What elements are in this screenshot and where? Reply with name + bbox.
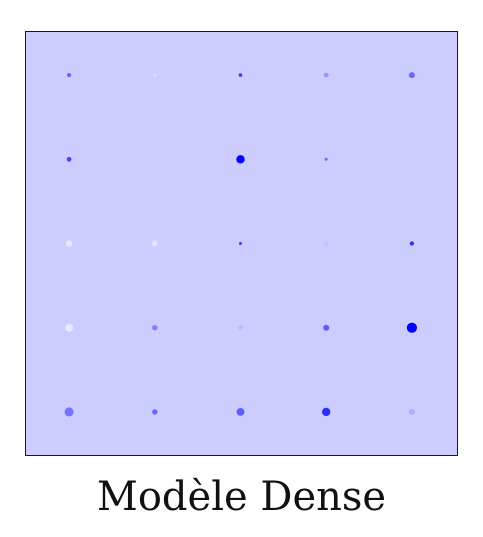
dot-r1-c2	[153, 73, 157, 77]
dot-r3-c1	[65, 240, 73, 247]
dot-r1-c3	[238, 73, 243, 77]
dot-r4-c3	[238, 325, 243, 331]
dot-r1-c5	[408, 72, 415, 79]
dot-r3-c3	[238, 241, 243, 246]
dot-r3-c5	[409, 241, 415, 246]
dot-r2-c4	[324, 157, 328, 161]
model-panel	[25, 31, 458, 456]
dot-r4-c1	[65, 323, 74, 332]
dot-r5-c5	[408, 408, 415, 415]
dot-r3-c4	[323, 240, 329, 247]
dot-r5-c2	[152, 409, 158, 415]
model-caption: Modèle Dense	[96, 474, 387, 520]
dot-r4-c2	[152, 324, 158, 331]
dot-grid	[26, 32, 457, 455]
dot-r2-c1	[66, 156, 72, 162]
dot-r1-c1	[66, 72, 72, 78]
dot-r5-c3	[236, 407, 245, 416]
dots-layer	[64, 72, 418, 417]
dot-r4-c5	[406, 322, 418, 333]
dot-r5-c4	[321, 407, 331, 417]
dot-r3-c2	[151, 240, 158, 247]
dot-r2-c3	[236, 155, 245, 164]
dot-r2-c2	[153, 158, 157, 161]
dot-r5-c1	[64, 407, 74, 417]
dot-r1-c4	[323, 72, 329, 78]
dot-r4-c4	[323, 324, 330, 331]
